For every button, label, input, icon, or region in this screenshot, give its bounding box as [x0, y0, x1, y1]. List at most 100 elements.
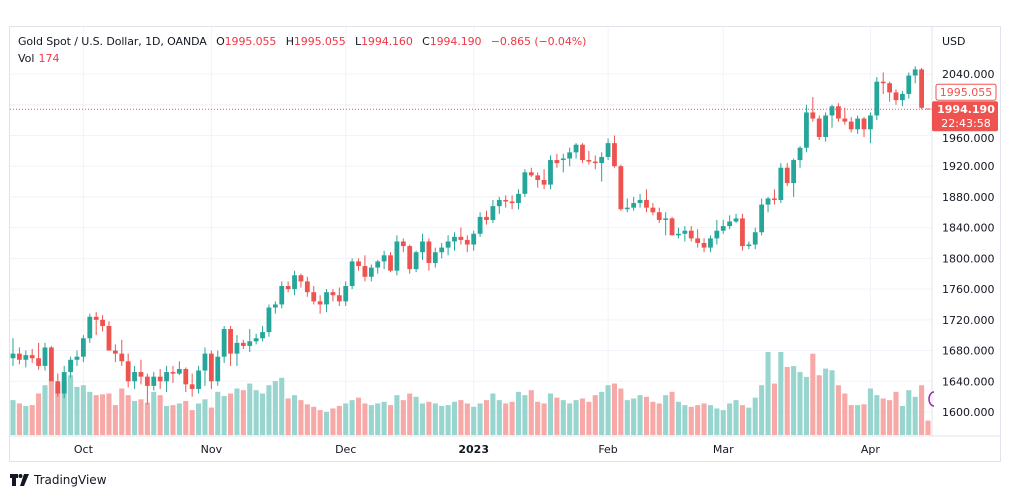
candle	[311, 286, 317, 305]
candle	[68, 356, 73, 378]
volume-bar	[899, 405, 905, 435]
volume-bar	[471, 406, 477, 435]
volume-bar	[618, 388, 624, 435]
volume-bar	[528, 390, 534, 435]
candle-body	[10, 353, 16, 359]
grid-lines	[10, 27, 932, 436]
currency-label[interactable]: USD	[942, 35, 966, 48]
candle	[516, 189, 521, 210]
candle	[61, 365, 67, 399]
volume-bar	[663, 395, 669, 435]
volume-bar	[464, 403, 470, 435]
volume-label[interactable]: Vol	[18, 52, 35, 65]
open-value: 1995.055	[224, 35, 277, 48]
candle-body	[676, 233, 681, 236]
candle-body	[861, 118, 867, 130]
volume-bar	[87, 391, 93, 435]
time-axis: Oct Nov Dec 2023 Feb Mar Apr	[74, 443, 881, 456]
volume-bar	[906, 390, 912, 435]
volume-bar	[483, 400, 490, 435]
volume-bar	[643, 396, 650, 435]
candle-body	[29, 355, 35, 359]
candle-body	[285, 286, 291, 290]
candle	[618, 164, 624, 211]
candle	[752, 227, 758, 250]
volume-bar	[138, 399, 144, 435]
volume-bar	[451, 401, 458, 435]
candle-body	[234, 342, 240, 354]
volume-bar	[759, 385, 765, 435]
volume-bar	[432, 403, 438, 435]
candle-body	[42, 347, 48, 366]
volume-bar	[144, 402, 150, 435]
candle-body	[413, 252, 419, 270]
volume-bar	[656, 403, 662, 435]
candle	[560, 153, 566, 173]
volume-bar	[234, 388, 240, 435]
candle	[272, 301, 278, 314]
candle	[176, 361, 182, 376]
candle-body	[688, 230, 694, 239]
volume-bar	[323, 411, 330, 435]
candle-body	[720, 226, 726, 231]
volume-bar	[228, 393, 234, 435]
volume-bar	[650, 401, 656, 435]
candle	[298, 273, 304, 288]
candle-body	[816, 118, 822, 137]
candle-body	[592, 161, 598, 164]
volume-bar	[112, 405, 118, 435]
volume-bar	[368, 405, 374, 435]
candle	[247, 329, 253, 353]
candle	[234, 335, 240, 366]
volume-bar	[157, 395, 163, 435]
candle	[285, 281, 291, 293]
candle-body	[855, 118, 861, 130]
low-value: 1994.160	[361, 35, 413, 48]
candle-body	[522, 172, 528, 194]
open-price-tag-text: 1995.055	[940, 86, 993, 99]
volume-bar	[688, 406, 694, 435]
volume-bar	[208, 407, 214, 435]
volume-bar	[490, 393, 496, 435]
candle	[170, 365, 176, 383]
candle	[112, 344, 118, 363]
candle	[208, 350, 214, 389]
dividend-marker-icon[interactable]	[928, 391, 935, 407]
volume-bar	[407, 393, 413, 435]
candle	[215, 350, 221, 386]
candle	[407, 244, 413, 274]
candle	[695, 229, 701, 248]
volume-bar	[400, 400, 406, 435]
candle	[573, 143, 579, 159]
candle	[87, 313, 93, 343]
candle	[912, 66, 918, 84]
volume-bar	[624, 400, 630, 435]
volume-bar	[579, 398, 586, 435]
candle	[106, 321, 112, 351]
symbol-title[interactable]: Gold Spot / U.S. Dollar, 1D, OANDA	[18, 35, 207, 48]
volume-bar	[272, 381, 278, 435]
candle-body	[733, 218, 739, 222]
volume-bar	[343, 403, 349, 435]
candle	[445, 235, 451, 256]
volume-bar	[503, 403, 509, 435]
candle	[381, 250, 387, 270]
candle	[368, 264, 374, 282]
tradingview-branding[interactable]: TradingView	[10, 473, 107, 487]
volume-bars	[10, 352, 931, 435]
volume-bar	[509, 401, 515, 435]
candle	[471, 230, 477, 251]
volume-bar	[554, 397, 560, 435]
volume-bar	[317, 410, 323, 435]
volume-bar	[752, 397, 758, 435]
candle-body	[624, 207, 630, 210]
volume-bar	[381, 401, 387, 435]
volume-bar	[202, 399, 208, 435]
candle	[317, 295, 323, 314]
candle	[55, 373, 61, 397]
candle-body	[247, 341, 253, 346]
candle	[637, 193, 643, 208]
y-tick-label: 1680.000	[942, 345, 995, 358]
y-tick-label: 1840.000	[942, 222, 995, 235]
